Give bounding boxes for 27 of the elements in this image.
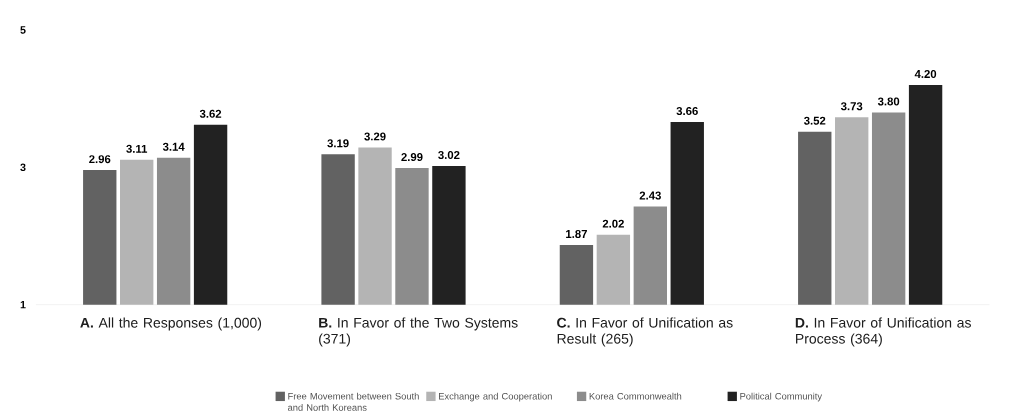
data-label: 1.87 <box>566 230 587 239</box>
data-label: 3.62 <box>199 109 222 118</box>
x-tick-label: A. All the Responses (1,000) <box>80 317 262 331</box>
y-tick-label: 5 <box>20 26 26 34</box>
data-label: 3.66 <box>676 107 698 116</box>
data-label: 2.43 <box>639 191 661 200</box>
data-label: 4.20 <box>914 70 937 79</box>
data-label: 3.52 <box>803 116 826 125</box>
data-label: 3.14 <box>162 142 185 151</box>
legend-label: Exchange and Cooperation <box>439 392 552 402</box>
y-tick-label: 3 <box>20 163 26 172</box>
data-label: 3.73 <box>840 102 863 111</box>
legend-label: Free Movement between South and North Koreans <box>287 392 419 412</box>
data-label: 3.02 <box>438 151 460 160</box>
data-label: 3.29 <box>364 132 386 141</box>
data-label: 2.99 <box>401 153 423 162</box>
data-label: 3.80 <box>877 97 900 106</box>
x-tick-label: B. In Favor of the Two Systems (371) <box>319 317 518 347</box>
data-label: 2.02 <box>602 219 624 228</box>
data-label: 3.19 <box>327 139 349 148</box>
data-label: 2.96 <box>89 155 111 164</box>
y-tick-label: 1 <box>20 301 26 309</box>
x-tick-label: D. In Favor of Unification as Process (364) <box>795 317 971 347</box>
data-label: 3.11 <box>126 144 148 153</box>
x-tick-label: C. In Favor of Unification as Result (265) <box>557 317 733 347</box>
legend-label: Korea Commonwealth <box>589 392 682 400</box>
legend-label: Political Community <box>740 392 823 402</box>
